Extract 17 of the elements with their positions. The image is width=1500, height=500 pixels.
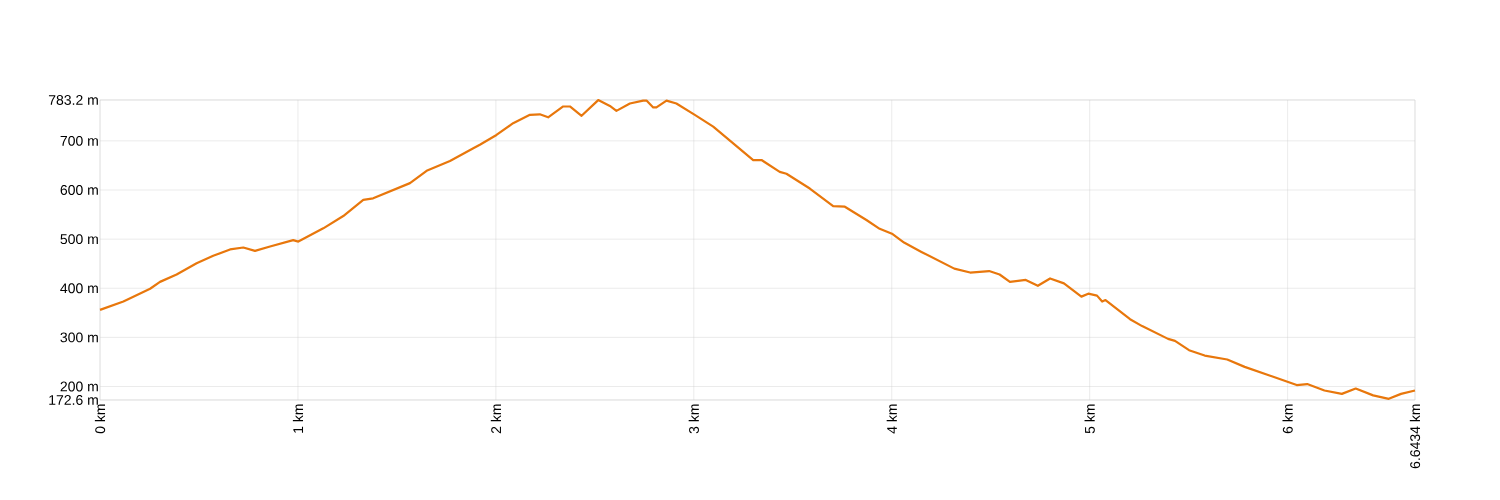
x-tick-label: 4 km	[886, 404, 897, 434]
x-tick-label: 6 km	[1282, 404, 1293, 434]
x-tick-label: 0 km	[94, 404, 106, 434]
y-tick-label: 700 m	[60, 135, 98, 146]
y-tick-label: 300 m	[60, 332, 98, 343]
y-tick-label: 500 m	[60, 234, 98, 245]
y-tick-label: 783.2 m	[48, 95, 98, 105]
x-tick-label: 2 km	[490, 404, 501, 434]
x-tick-label: 6.6434 km	[1409, 404, 1421, 469]
y-tick-label: 400 m	[60, 283, 98, 294]
x-tick-label: 5 km	[1084, 404, 1095, 434]
x-tick-label: 1 km	[292, 404, 304, 433]
x-tick-label: 3 km	[688, 404, 699, 434]
line-series	[98, 98, 1417, 400]
y-tick-label: 172.6 m	[49, 395, 98, 405]
y-tick-label: 200 m	[60, 381, 98, 392]
y-tick-label: 600 m	[60, 185, 98, 195]
